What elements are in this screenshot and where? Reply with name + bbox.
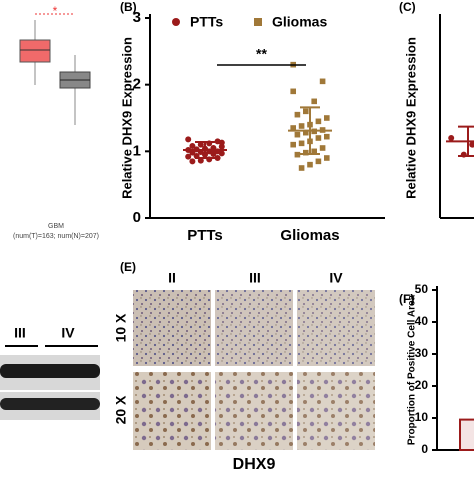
column-label: II — [168, 270, 176, 286]
panel-label: (E) — [120, 260, 136, 274]
group-label: GBM — [48, 223, 64, 230]
legend-marker — [254, 18, 262, 26]
blot-band — [0, 364, 100, 378]
boxplot-fragment — [19, 13, 91, 125]
data-point — [218, 139, 225, 146]
data-point — [294, 151, 301, 158]
panel-label: (F) — [399, 292, 414, 306]
data-point — [324, 155, 330, 161]
y-tick-label: 1 — [133, 142, 141, 159]
y-axis-label: Relative DHX9 Expression — [119, 37, 134, 199]
data-point — [303, 149, 309, 156]
data-point — [290, 125, 296, 131]
y-tick-label: 30 — [415, 346, 429, 360]
significance: ** — [256, 46, 267, 62]
data-point — [185, 136, 192, 143]
legend-marker — [172, 18, 180, 26]
box — [19, 39, 51, 63]
y-tick-label: 10 — [415, 410, 429, 424]
data-point — [324, 115, 330, 121]
data-point — [448, 135, 455, 141]
y-axis-label: Proportion of Positive Cell Area — [407, 294, 418, 445]
data-point — [197, 157, 204, 164]
data-point — [311, 148, 317, 155]
significance: * — [53, 4, 58, 18]
data-point — [303, 129, 309, 136]
data-point — [324, 133, 330, 140]
data-point — [303, 108, 309, 115]
y-tick-label: 3 — [133, 9, 141, 26]
data-point — [294, 131, 301, 138]
data-point — [294, 111, 301, 118]
data-point — [185, 153, 192, 160]
tissue-image — [133, 372, 211, 450]
data-point — [315, 118, 322, 125]
lane-label: III — [14, 325, 26, 341]
data-point — [290, 88, 296, 95]
data-point — [311, 98, 317, 105]
data-point — [315, 135, 322, 141]
row-label: 20 X — [113, 395, 129, 424]
column-label: III — [249, 270, 261, 286]
data-point — [218, 150, 225, 157]
data-point — [189, 143, 196, 149]
data-point — [197, 141, 204, 148]
y-tick-label: 40 — [415, 314, 429, 328]
group-note: (num(T)=163; num(N)=207) — [13, 233, 99, 240]
row-label: 10 X — [113, 313, 129, 342]
column-label: IV — [329, 270, 343, 286]
bar — [459, 418, 474, 452]
tissue-image — [215, 372, 293, 450]
panel-label: (B) — [120, 0, 137, 14]
data-point — [298, 123, 305, 129]
data-point — [214, 155, 221, 161]
data-point — [319, 145, 326, 151]
y-axis-label: Relative DHX9 Expression — [403, 37, 418, 199]
tissue-image — [215, 290, 293, 366]
legend-label: Gliomas — [272, 14, 327, 30]
lane-label: IV — [61, 325, 75, 341]
data-point — [189, 149, 196, 156]
tissue-image — [297, 372, 375, 450]
data-point — [315, 158, 322, 165]
panel-label: (C) — [399, 0, 416, 14]
blot-band — [0, 398, 100, 410]
y-tick-label: 2 — [133, 76, 141, 93]
tissue-image — [297, 290, 375, 366]
tissue-image — [133, 290, 211, 366]
data-point — [298, 165, 305, 171]
charts: (B) Relative DHX9 Expression 0 1 2 3 PTTs Gliom… — [119, 0, 474, 456]
tissue-images — [133, 290, 375, 450]
data-point — [298, 140, 305, 147]
y-tick-label: 20 — [415, 378, 429, 392]
data-point — [469, 141, 474, 148]
y-tick-label: 0 — [421, 442, 428, 456]
x-tick-label: Gliomas — [280, 227, 339, 244]
data-point — [307, 161, 313, 168]
x-tick-label: PTTs — [187, 227, 223, 244]
data-point — [319, 78, 326, 85]
data-point — [290, 141, 296, 148]
y-tick-label: 0 — [133, 209, 141, 226]
caption: DHX9 — [233, 456, 276, 473]
y-tick-label: 50 — [415, 282, 429, 296]
data-point — [189, 158, 196, 165]
legend-label: PTTs — [190, 14, 223, 30]
